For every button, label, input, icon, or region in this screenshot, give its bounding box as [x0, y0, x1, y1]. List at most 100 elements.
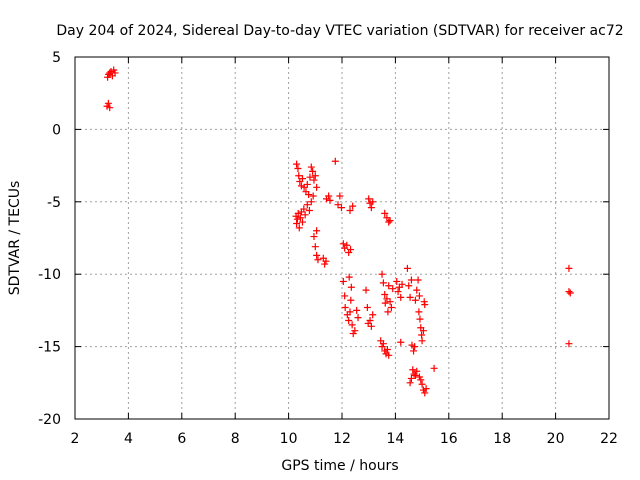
data-point [411, 296, 419, 304]
x-tick-label: 18 [493, 431, 511, 447]
data-point [307, 198, 315, 206]
axis-ticks [74, 56, 610, 420]
data-point [415, 308, 423, 316]
data-point [385, 351, 393, 359]
data-point [326, 196, 334, 204]
data-point [419, 327, 427, 335]
data-point [410, 347, 418, 355]
data-point [369, 198, 377, 206]
data-point [341, 304, 349, 312]
data-point [346, 206, 354, 214]
data-point [379, 340, 387, 348]
data-point [313, 227, 321, 235]
data-point [397, 338, 405, 346]
y-tick-label: -20 [38, 412, 61, 428]
data-point [111, 69, 119, 77]
data-point [331, 157, 339, 165]
data-point [322, 257, 330, 265]
data-point [353, 306, 361, 314]
data-point [565, 288, 573, 296]
data-point [386, 298, 394, 306]
data-point [393, 277, 401, 285]
data-point [305, 191, 313, 199]
data-point [421, 389, 429, 397]
data-point [311, 172, 319, 180]
data-point [314, 256, 322, 264]
data-point [418, 337, 426, 345]
data-point [337, 204, 345, 212]
data-point [325, 192, 333, 200]
data-point [386, 217, 394, 225]
data-point [303, 180, 311, 188]
data-point [417, 376, 425, 384]
y-tick-label: -5 [47, 195, 61, 211]
data-point [306, 173, 314, 181]
data-point [300, 205, 308, 213]
x-tick-label: 12 [333, 431, 351, 447]
data-point [309, 167, 317, 175]
data-point [565, 340, 573, 348]
data-point [381, 290, 389, 298]
data-point [307, 163, 315, 171]
data-point [397, 293, 405, 301]
data-point [345, 317, 353, 325]
data-point [293, 160, 301, 168]
data-point [367, 322, 375, 330]
data-point [349, 202, 357, 210]
data-point [403, 264, 411, 272]
x-tick-label: 10 [280, 431, 298, 447]
data-point [351, 327, 359, 335]
y-tick-label: -10 [38, 267, 61, 283]
x-tick-label: 22 [600, 431, 618, 447]
data-point [381, 209, 389, 217]
data-point [294, 164, 302, 172]
data-point [336, 192, 344, 200]
data-point [422, 385, 430, 393]
data-point [310, 176, 318, 184]
data-point [313, 183, 321, 191]
data-point [347, 246, 355, 254]
data-point [418, 380, 426, 388]
data-point [409, 366, 417, 374]
data-point [379, 279, 387, 287]
data-point [415, 292, 423, 300]
data-point [405, 282, 413, 290]
data-point [414, 276, 422, 284]
x-tick-label: 20 [547, 431, 565, 447]
data-point [339, 240, 347, 248]
data-point [411, 343, 419, 351]
data-points [103, 66, 574, 397]
data-point [365, 195, 373, 203]
data-point [566, 289, 574, 297]
x-axis-label: GPS time / hours [281, 458, 398, 474]
data-point [413, 286, 421, 294]
data-point [354, 314, 362, 322]
y-axis-label: SDTVAR / TECUs [7, 181, 23, 296]
data-point [298, 175, 306, 183]
data-point [294, 209, 302, 217]
y-tick-label: 5 [52, 50, 61, 66]
data-point [348, 321, 356, 329]
data-point [339, 277, 347, 285]
data-point [310, 233, 318, 241]
y-tick-label: -15 [38, 340, 61, 356]
data-point [298, 218, 306, 226]
data-point [406, 293, 414, 301]
data-point [367, 204, 375, 212]
data-point [385, 282, 393, 290]
data-point [421, 301, 429, 309]
data-point [383, 345, 391, 353]
data-point [369, 311, 377, 319]
x-tick-label: 6 [177, 431, 186, 447]
data-point [363, 304, 371, 312]
data-point [366, 317, 374, 325]
data-point [416, 315, 424, 323]
data-point [407, 276, 415, 284]
x-tick-label: 16 [440, 431, 458, 447]
data-point [430, 364, 438, 372]
data-point [303, 201, 311, 209]
data-point [301, 211, 309, 219]
data-point [345, 273, 353, 281]
data-point [346, 308, 354, 316]
